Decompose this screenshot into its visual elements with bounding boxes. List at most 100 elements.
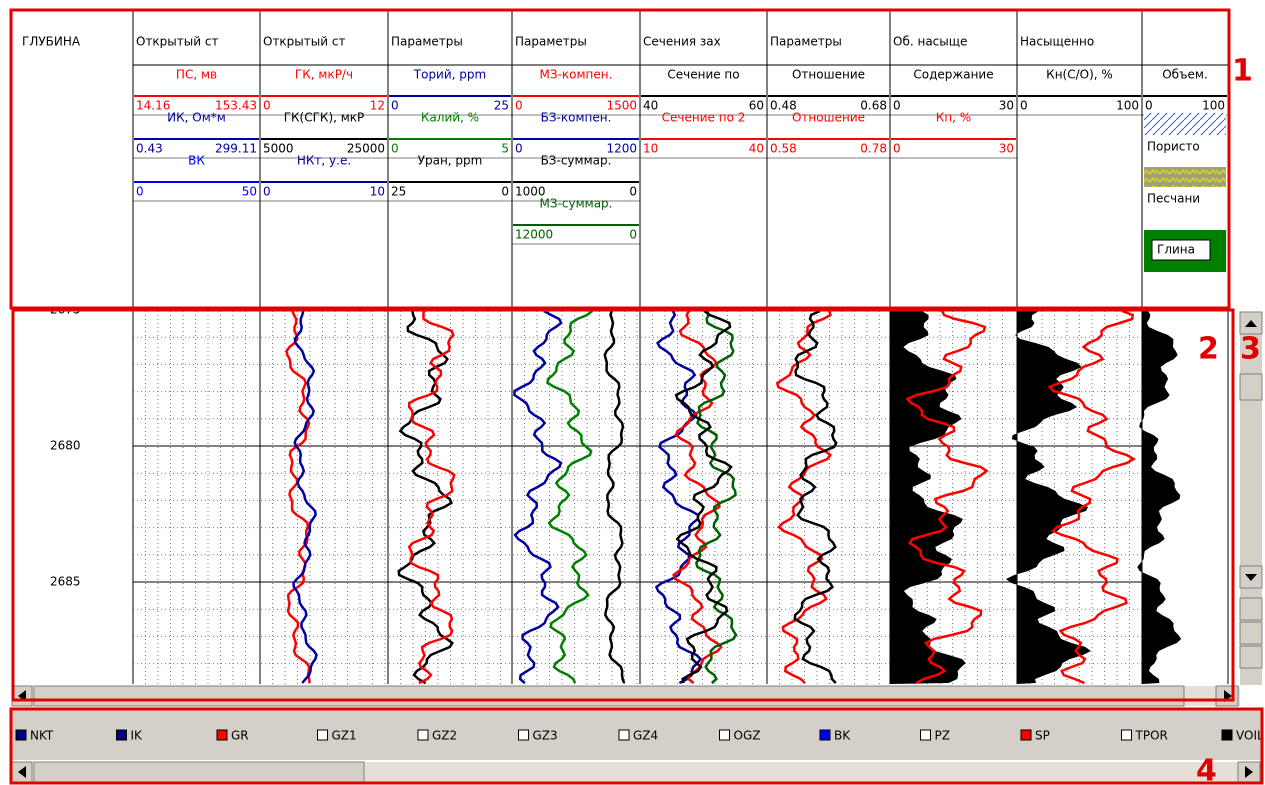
legend-checkbox[interactable] (1121, 729, 1132, 741)
scroll-thumb[interactable] (33, 761, 365, 783)
scale-min: 0 (1020, 99, 1028, 113)
legend-checkbox[interactable] (116, 729, 127, 741)
scale-max: 12 (370, 99, 385, 113)
tracks: 2675 2680 2685 (50, 311, 1229, 684)
legend-checkbox[interactable] (618, 729, 630, 741)
lithology-label: Глина (1157, 243, 1195, 257)
scale-min: 0 (893, 99, 901, 113)
scale-min: 0 (263, 99, 271, 113)
lithology-label: Песчани (1147, 192, 1200, 206)
scale-max: 40 (749, 142, 764, 156)
legend-checkbox[interactable] (920, 729, 931, 741)
vertical-scrollbar (1239, 311, 1263, 685)
scale-name: Сечение по (667, 68, 739, 82)
scale-min: 0 (391, 142, 399, 156)
log-curve (1047, 311, 1137, 684)
scale-min: 0 (1145, 99, 1153, 113)
legend-label: NKT (30, 729, 54, 743)
legend-checkbox[interactable] (216, 729, 228, 741)
legend-checkbox[interactable] (317, 729, 328, 741)
legend-label: VOIL (1236, 729, 1264, 743)
legend-label: GZ1 (332, 729, 357, 743)
legend-label: BK (834, 729, 851, 743)
log-curve (546, 311, 593, 684)
log-curve (674, 311, 733, 684)
scroll-thumb[interactable] (33, 685, 1185, 707)
legend-checkbox[interactable] (719, 729, 730, 741)
column-title: Насыщенно (1020, 35, 1094, 49)
log-curve (292, 311, 318, 684)
column-title: Параметры (391, 35, 463, 49)
legend-label: PZ (935, 729, 950, 743)
scale-name: Сечение по 2 (662, 111, 746, 125)
legend-checkbox[interactable] (819, 729, 831, 741)
scale-min: 40 (643, 99, 658, 113)
scale-max: 5 (501, 142, 509, 156)
column-title: Открытый ст (136, 35, 218, 49)
annotation: 3 (1240, 332, 1261, 367)
scale-name: ВК (188, 154, 205, 168)
sand-swatch (1144, 167, 1226, 187)
highlight-box (11, 308, 1235, 702)
scale-name: ГК, мкР/ч (295, 68, 353, 82)
scale-max: 0 (501, 185, 509, 199)
scale-min: 0.58 (770, 142, 797, 156)
legend-label: IK (131, 729, 144, 743)
btn-top[interactable] (1239, 597, 1263, 621)
scale-name: МЗ-суммар. (540, 197, 613, 211)
scale-name: Кп, % (936, 111, 971, 125)
depth-label: 2685 (50, 575, 81, 589)
scale-min: 0 (391, 99, 399, 113)
legend-checkbox[interactable] (518, 729, 529, 741)
scale-max: 0.68 (860, 99, 887, 113)
log-curve (654, 311, 703, 684)
scale-min: 0 (515, 142, 523, 156)
legend-checkbox[interactable] (1221, 729, 1233, 741)
scale-name: Уран, ppm (418, 154, 483, 168)
scale-name: Содержание (913, 68, 993, 82)
scroll-track (1240, 312, 1262, 685)
scale-name: Отношение (792, 68, 865, 82)
fill-area (890, 311, 966, 684)
scale-max: 0.78 (860, 142, 887, 156)
scale-name: Торий, ppm (413, 68, 486, 82)
depth-header: ГЛУБИНА (22, 35, 81, 49)
scale-min: 0 (263, 185, 271, 199)
scale-max: 100 (1116, 99, 1139, 113)
scale-max: 60 (749, 99, 764, 113)
lithology-legend: Пористо Песчани Глина (1144, 113, 1226, 272)
legend-checkbox[interactable] (417, 729, 429, 741)
btn-close[interactable] (1239, 621, 1263, 645)
fill-area (1137, 311, 1182, 684)
log-curve (793, 311, 838, 684)
scale-name: Объем. (1162, 68, 1208, 82)
column-title: Параметры (515, 35, 587, 49)
scale-max: 0 (629, 228, 637, 242)
annotation: 2 (1198, 332, 1219, 367)
scale-max: 25000 (347, 142, 385, 156)
log-curve (603, 311, 626, 684)
column-title: Открытый ст (263, 35, 345, 49)
scale-max: 1200 (606, 142, 637, 156)
scale-min: 0.48 (770, 99, 797, 113)
fill-area (1006, 311, 1091, 684)
legend-label: GZ3 (533, 729, 558, 743)
scale-max: 153.43 (215, 99, 257, 113)
arrow (1245, 320, 1257, 327)
scale-min: 1000 (515, 185, 546, 199)
scroll-thumb[interactable] (1239, 373, 1263, 401)
scale-max: 1500 (606, 99, 637, 113)
scale-min: 0 (136, 185, 144, 199)
depth-label: 2680 (50, 439, 81, 453)
scale-min: 25 (391, 185, 406, 199)
btn-bottom[interactable] (1239, 645, 1263, 669)
legend-checkbox[interactable] (1020, 729, 1032, 741)
scale-max: 100 (1202, 99, 1225, 113)
log-curve (407, 311, 456, 684)
scale-name: ИК, Ом*м (167, 111, 226, 125)
scale-name: НКт, у.е. (297, 154, 351, 168)
scale-max: 25 (494, 99, 509, 113)
legend-checkbox[interactable] (15, 729, 27, 741)
scale-name: ГК(СГК), мкР (284, 111, 365, 125)
